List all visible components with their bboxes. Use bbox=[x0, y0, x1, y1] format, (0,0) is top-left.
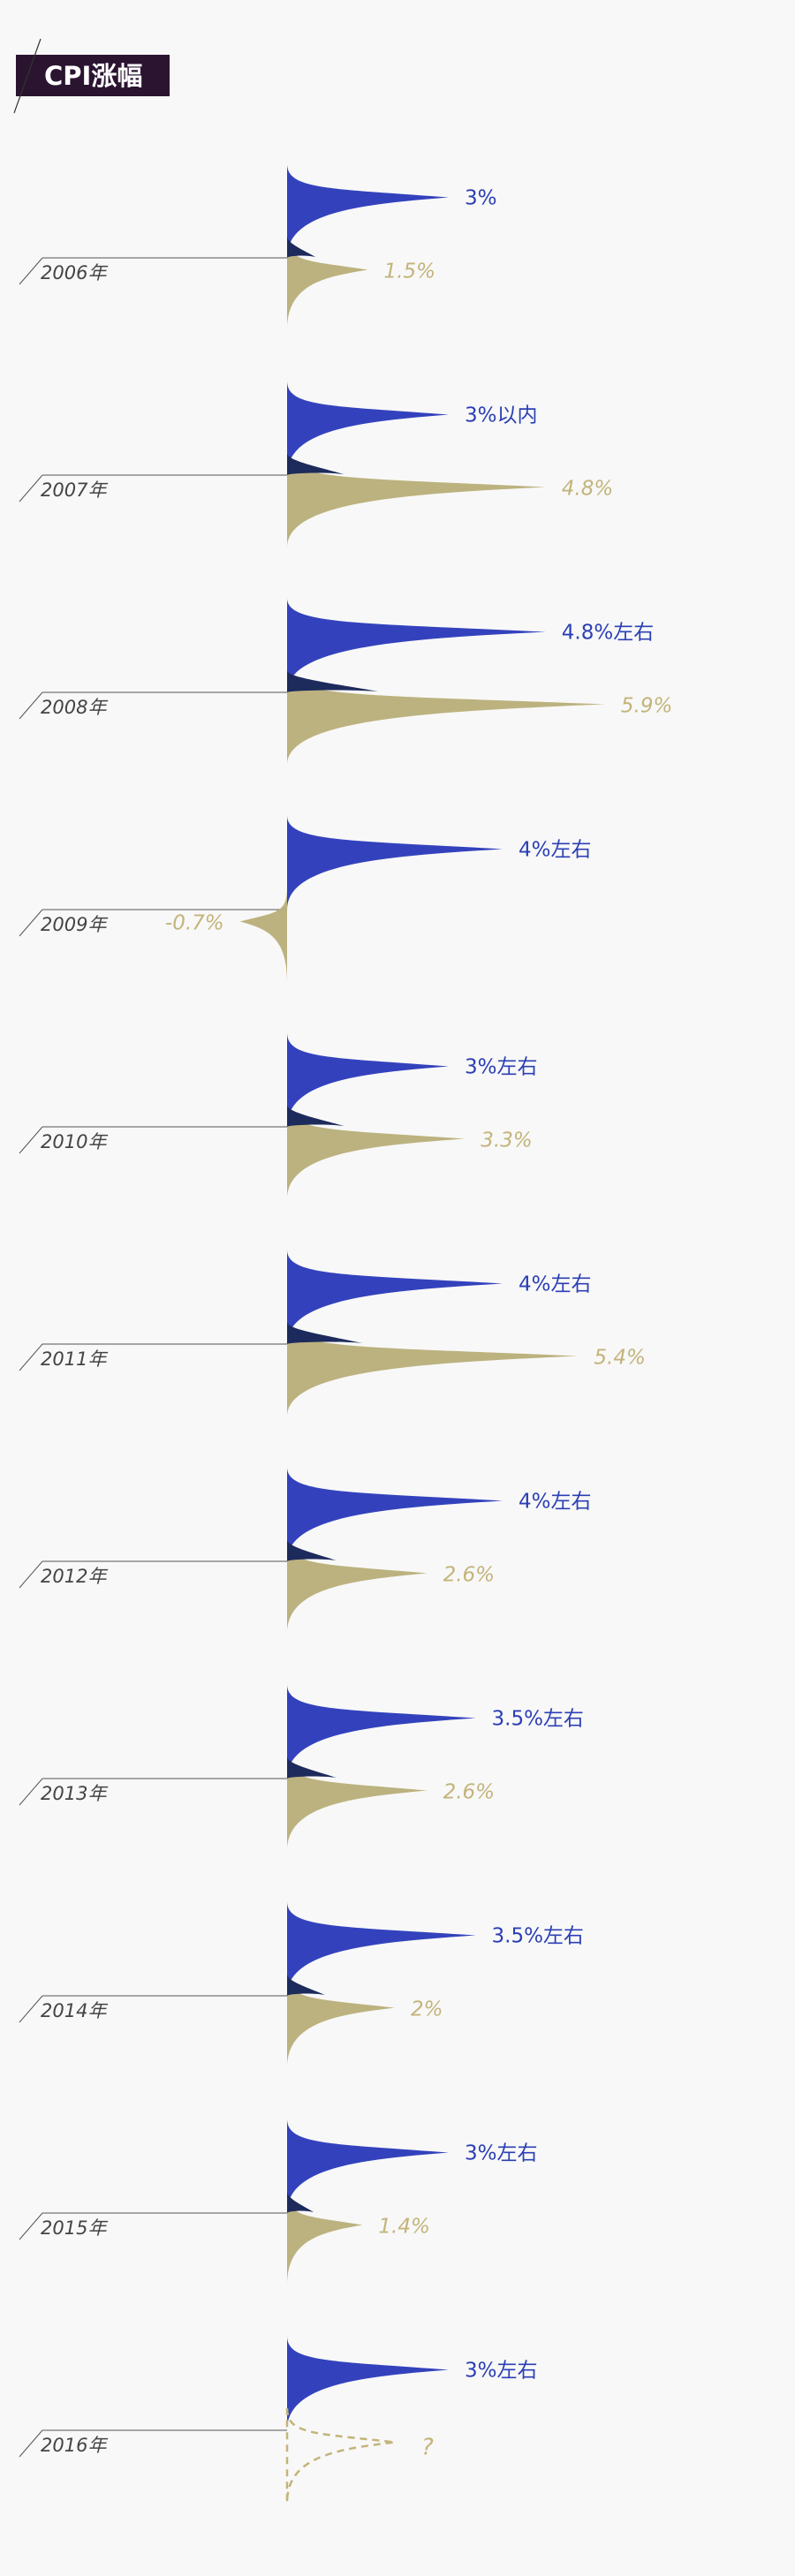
year-label: 2006年 bbox=[41, 262, 108, 283]
year-label: 2016年 bbox=[41, 2435, 108, 2456]
target-value-label: 3%左右 bbox=[465, 2360, 538, 2383]
target-value-label: 3%以内 bbox=[465, 404, 538, 427]
actual-value-label: 3.3% bbox=[481, 1129, 532, 1152]
actual-value-label: 1.4% bbox=[378, 2216, 429, 2239]
year-leader-slash bbox=[19, 2429, 43, 2458]
target-lobe bbox=[287, 815, 503, 910]
year-leader-slash bbox=[19, 1343, 43, 1371]
target-value-label: 3.5%左右 bbox=[492, 1925, 584, 1948]
year-block: 2006年 3% 1.5% bbox=[19, 163, 497, 330]
actual-lobe bbox=[287, 1539, 428, 1634]
actual-lobe-unknown bbox=[285, 2407, 396, 2504]
target-lobe bbox=[287, 1901, 476, 1996]
overlap-region bbox=[287, 236, 316, 258]
year-block: 2012年 4%左右 2.6% bbox=[19, 1467, 592, 1634]
year-leader-slash bbox=[19, 1126, 43, 1154]
year-label: 2012年 bbox=[41, 1566, 108, 1587]
actual-lobe bbox=[287, 670, 605, 765]
year-label: 2009年 bbox=[41, 914, 108, 935]
year-leader-slash bbox=[19, 1560, 43, 1589]
actual-lobe bbox=[287, 1322, 579, 1416]
year-block: 2008年 4.8%左右 5.9% bbox=[19, 598, 672, 765]
title-slash-decoration bbox=[13, 38, 42, 114]
year-block: 2010年 3%左右 3.3% bbox=[19, 1032, 538, 1199]
actual-value-label: 2% bbox=[411, 1998, 443, 2021]
actual-value-label: ? bbox=[421, 2435, 434, 2461]
overlap-region bbox=[287, 453, 344, 475]
target-lobe bbox=[287, 381, 449, 475]
actual-lobe bbox=[287, 1756, 428, 1851]
target-value-label: 3%左右 bbox=[465, 1056, 538, 1079]
target-lobe bbox=[287, 1684, 476, 1779]
year-label: 2010年 bbox=[41, 1131, 108, 1152]
chart-title: CPI涨幅 bbox=[44, 61, 143, 91]
actual-value-label: 2.6% bbox=[443, 1781, 495, 1804]
actual-lobe bbox=[287, 236, 368, 330]
target-lobe bbox=[287, 1032, 449, 1127]
year-block: 2007年 3%以内 4.8% bbox=[19, 381, 613, 548]
target-lobe bbox=[287, 2336, 449, 2430]
target-value-label: 4%左右 bbox=[519, 1273, 592, 1296]
year-leader-slash bbox=[19, 257, 43, 285]
actual-lobe bbox=[287, 453, 546, 548]
actual-lobe bbox=[287, 2191, 363, 2285]
overlap-region bbox=[287, 1539, 337, 1561]
year-block: 2013年 3.5%左右 2.6% bbox=[19, 1684, 584, 1851]
target-lobe bbox=[287, 1250, 503, 1344]
target-lobe bbox=[287, 1467, 503, 1561]
year-block: 2015年 3%左右 1.4% bbox=[19, 2119, 538, 2285]
target-value-label: 4%左右 bbox=[519, 1491, 592, 1514]
year-leader-slash bbox=[19, 1995, 43, 2023]
year-leader-slash bbox=[19, 474, 43, 502]
year-label: 2013年 bbox=[41, 1783, 108, 1804]
actual-value-label: 4.8% bbox=[562, 478, 613, 501]
year-block: 2016年 3%左右? bbox=[19, 2336, 538, 2504]
overlap-region bbox=[287, 1322, 363, 1344]
year-block: 2009年 4%左右 -0.7% bbox=[19, 815, 592, 982]
target-lobe bbox=[287, 598, 546, 692]
year-leader-slash bbox=[19, 1778, 43, 1806]
target-value-label: 4%左右 bbox=[519, 839, 592, 862]
target-value-label: 3%左右 bbox=[465, 2142, 538, 2165]
target-lobe bbox=[287, 163, 449, 258]
title-banner bbox=[16, 55, 170, 96]
year-leader-slash bbox=[19, 691, 43, 720]
actual-value-label: -0.7% bbox=[165, 912, 224, 935]
year-label: 2015年 bbox=[41, 2217, 108, 2239]
overlap-region bbox=[287, 1756, 337, 1779]
target-lobe bbox=[287, 2119, 449, 2213]
year-label: 2014年 bbox=[41, 2000, 108, 2021]
year-leader-slash bbox=[19, 909, 43, 937]
actual-lobe bbox=[239, 888, 287, 982]
year-leader-slash bbox=[19, 2212, 43, 2240]
overlap-region bbox=[287, 1105, 344, 1127]
actual-lobe bbox=[287, 1105, 466, 1199]
target-value-label: 3% bbox=[465, 187, 497, 210]
actual-value-label: 1.5% bbox=[384, 261, 435, 283]
actual-lobe bbox=[287, 1974, 395, 2068]
target-value-label: 3.5%左右 bbox=[492, 1708, 584, 1731]
actual-value-label: 2.6% bbox=[443, 1564, 495, 1587]
year-block: 2011年 4%左右 5.4% bbox=[19, 1250, 646, 1416]
year-block: 2014年 3.5%左右 2% bbox=[19, 1901, 584, 2068]
actual-value-label: 5.9% bbox=[621, 695, 672, 718]
overlap-region bbox=[287, 2191, 314, 2213]
year-label: 2008年 bbox=[41, 697, 108, 718]
target-value-label: 4.8%左右 bbox=[562, 622, 654, 645]
year-label: 2011年 bbox=[41, 1348, 108, 1370]
actual-value-label: 5.4% bbox=[594, 1347, 645, 1370]
overlap-region bbox=[287, 670, 379, 692]
year-label: 2007年 bbox=[41, 480, 108, 501]
overlap-region bbox=[287, 1974, 325, 1996]
